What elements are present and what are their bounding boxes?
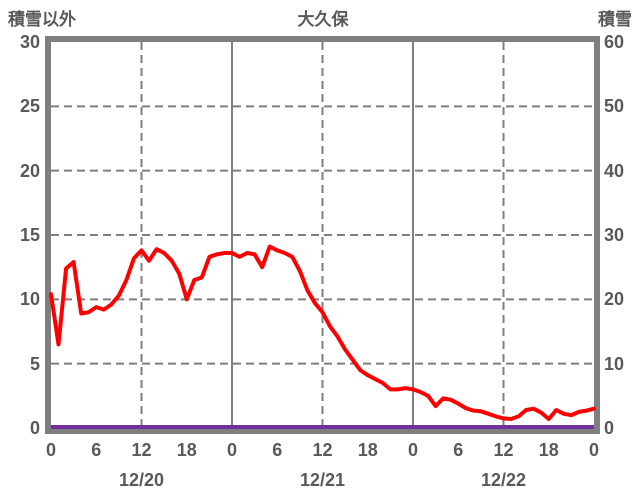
date-label: 12/21 <box>299 470 346 490</box>
left-axis-tick-label: 15 <box>19 225 40 245</box>
hour-tick-label: 6 <box>453 440 464 460</box>
left-axis-tick-label: 30 <box>19 32 40 52</box>
left-axis-tick-label: 10 <box>19 289 40 310</box>
left-axis-tick-label: 25 <box>19 96 40 117</box>
right-axis-tick-label: 30 <box>604 225 625 245</box>
hour-tick-label: 6 <box>272 440 283 460</box>
chart-title: 大久保 <box>297 10 349 29</box>
right-axis-tick-label: 10 <box>604 353 625 374</box>
right-axis-tick-label: 60 <box>604 32 625 52</box>
right-axis-tick-label: 40 <box>604 160 625 181</box>
plot-border <box>45 36 600 434</box>
hour-tick-label: 18 <box>176 440 197 460</box>
hour-tick-label: 0 <box>45 440 56 460</box>
left-axis-tick-label: 5 <box>29 353 40 374</box>
hour-tick-label: 0 <box>588 440 599 460</box>
right-axis-tick-label: 0 <box>604 418 615 438</box>
date-label: 12/22 <box>480 470 527 490</box>
hour-tick-label: 12 <box>493 440 514 460</box>
left-axis-tick-label: 0 <box>29 418 40 438</box>
date-label: 12/20 <box>118 470 165 490</box>
left-axis-title: 積雪以外 <box>8 10 76 29</box>
hour-tick-label: 18 <box>538 440 559 460</box>
hour-tick-label: 6 <box>91 440 102 460</box>
left-axis-tick-label: 20 <box>19 160 40 181</box>
main-series-line <box>49 244 596 421</box>
hour-tick-label: 12 <box>131 440 152 460</box>
hour-tick-label: 0 <box>226 440 237 460</box>
right-axis-tick-label: 20 <box>604 289 625 310</box>
right-axis-title: 積雪 <box>598 10 632 29</box>
hour-tick-label: 18 <box>357 440 378 460</box>
hour-tick-label: 12 <box>312 440 333 460</box>
right-axis-tick-label: 50 <box>604 96 625 117</box>
hour-tick-label: 0 <box>407 440 418 460</box>
